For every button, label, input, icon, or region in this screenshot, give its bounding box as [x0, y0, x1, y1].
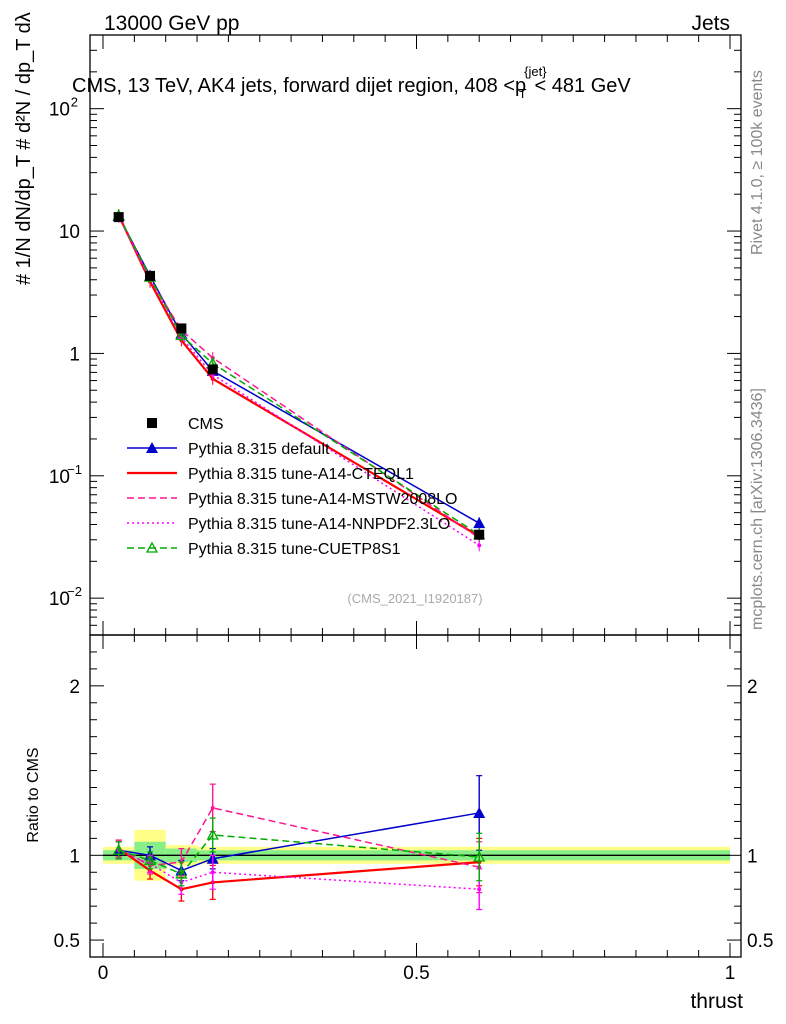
legend-marker [145, 541, 159, 553]
ratio-series-point [210, 805, 215, 810]
main-y-tick-label: 10 [59, 222, 80, 243]
ratio-series-point [112, 843, 125, 855]
ratio-frame [89, 634, 742, 958]
cms-data-point [176, 323, 187, 334]
chart-title-sup: {jet} [524, 64, 547, 79]
ratio-y-tick-label: 2 [69, 677, 80, 698]
ratio-y-tick-label-right: 2 [747, 677, 758, 698]
header-left: 13000 GeV pp [104, 12, 239, 35]
ratio-y-label: Ratio to CMS [25, 747, 42, 842]
main-y-tick-label: 10 [49, 589, 70, 610]
ratio-series-point [175, 867, 188, 879]
main-series [112, 209, 486, 552]
legend-label: Pythia 8.315 tune-A14-MSTW2008LO [188, 491, 457, 508]
legend-label: Pythia 8.315 tune-A14-NNPDF2.3LO [188, 516, 450, 533]
cms-data-point [113, 212, 124, 223]
ratio-series-point [210, 870, 215, 875]
legend-marker [147, 418, 157, 428]
main-y-tick-label: 10 [49, 100, 70, 121]
chart-title-tail: < 481 GeV [535, 75, 632, 97]
ratio-y-tick-label: 0.5 [54, 931, 80, 952]
ratio-y-tick-label: 1 [69, 846, 80, 867]
ratio-series-point [477, 887, 482, 892]
chart-title: CMS, 13 TeV, AK4 jets, forward dijet reg… [72, 64, 631, 101]
legend-marker [146, 442, 158, 453]
x-tick-label: 0.5 [403, 963, 429, 984]
ratio-y-tick-label-right: 1 [747, 846, 758, 867]
legend-label: Pythia 8.315 tune-CUETP8S1 [188, 541, 401, 558]
main-y-tick-exponent: 2 [71, 95, 78, 110]
main-y-tick-label: 1 [69, 344, 80, 365]
header-right: Jets [691, 12, 730, 35]
ratio-axes: 0 0.5 1 2 2 1 1 0.5 0.5 [54, 635, 773, 984]
ratio-series-point [143, 854, 157, 866]
analysis-watermark: (CMS_2021_I1920187) [347, 591, 482, 606]
chart-title-main: CMS, 13 TeV, AK4 jets, forward dijet reg… [72, 75, 526, 97]
legend: CMS Pythia 8.315 default Pythia 8.315 tune… [127, 416, 457, 558]
cms-data-point [474, 529, 485, 540]
main-series-point [175, 329, 188, 341]
main-series-line [118, 215, 480, 539]
legend-label: Pythia 8.315 default [188, 441, 330, 458]
chart-title-sub: T [519, 86, 527, 101]
cms-data-point [145, 270, 156, 281]
legend-label: Pythia 8.315 tune-A14-CTEQL1 [188, 466, 414, 483]
ratio-y-tick-label-right: 0.5 [747, 931, 773, 952]
ratio-series-point [473, 850, 486, 862]
mcplots-label: mcplots.cern.ch [arXiv:1306.3436] [749, 388, 766, 630]
legend-label: CMS [188, 416, 224, 433]
main-series-line [117, 214, 480, 538]
main-series-point [477, 543, 482, 548]
main-y-tick-exponent: −2 [67, 584, 82, 599]
main-y-tick-exponent: −1 [67, 462, 82, 477]
main-series-line [118, 215, 480, 536]
x-tick-label: 0 [98, 963, 109, 984]
ratio-series-point [206, 828, 219, 840]
main-series-point [473, 517, 486, 529]
x-tick-label: 1 [725, 963, 736, 984]
ratio-series [112, 775, 486, 911]
main-y-tick-label: 10 [49, 467, 70, 488]
x-axis-label: thrust [690, 990, 743, 1013]
main-y-label: # 1/N dN/dp_T # d²N / dp_T dλ [13, 12, 35, 285]
rivet-label: Rivet 4.1.0, ≥ 100k events [749, 70, 766, 255]
ratio-series-point [473, 806, 486, 818]
cms-data-point [207, 364, 218, 375]
